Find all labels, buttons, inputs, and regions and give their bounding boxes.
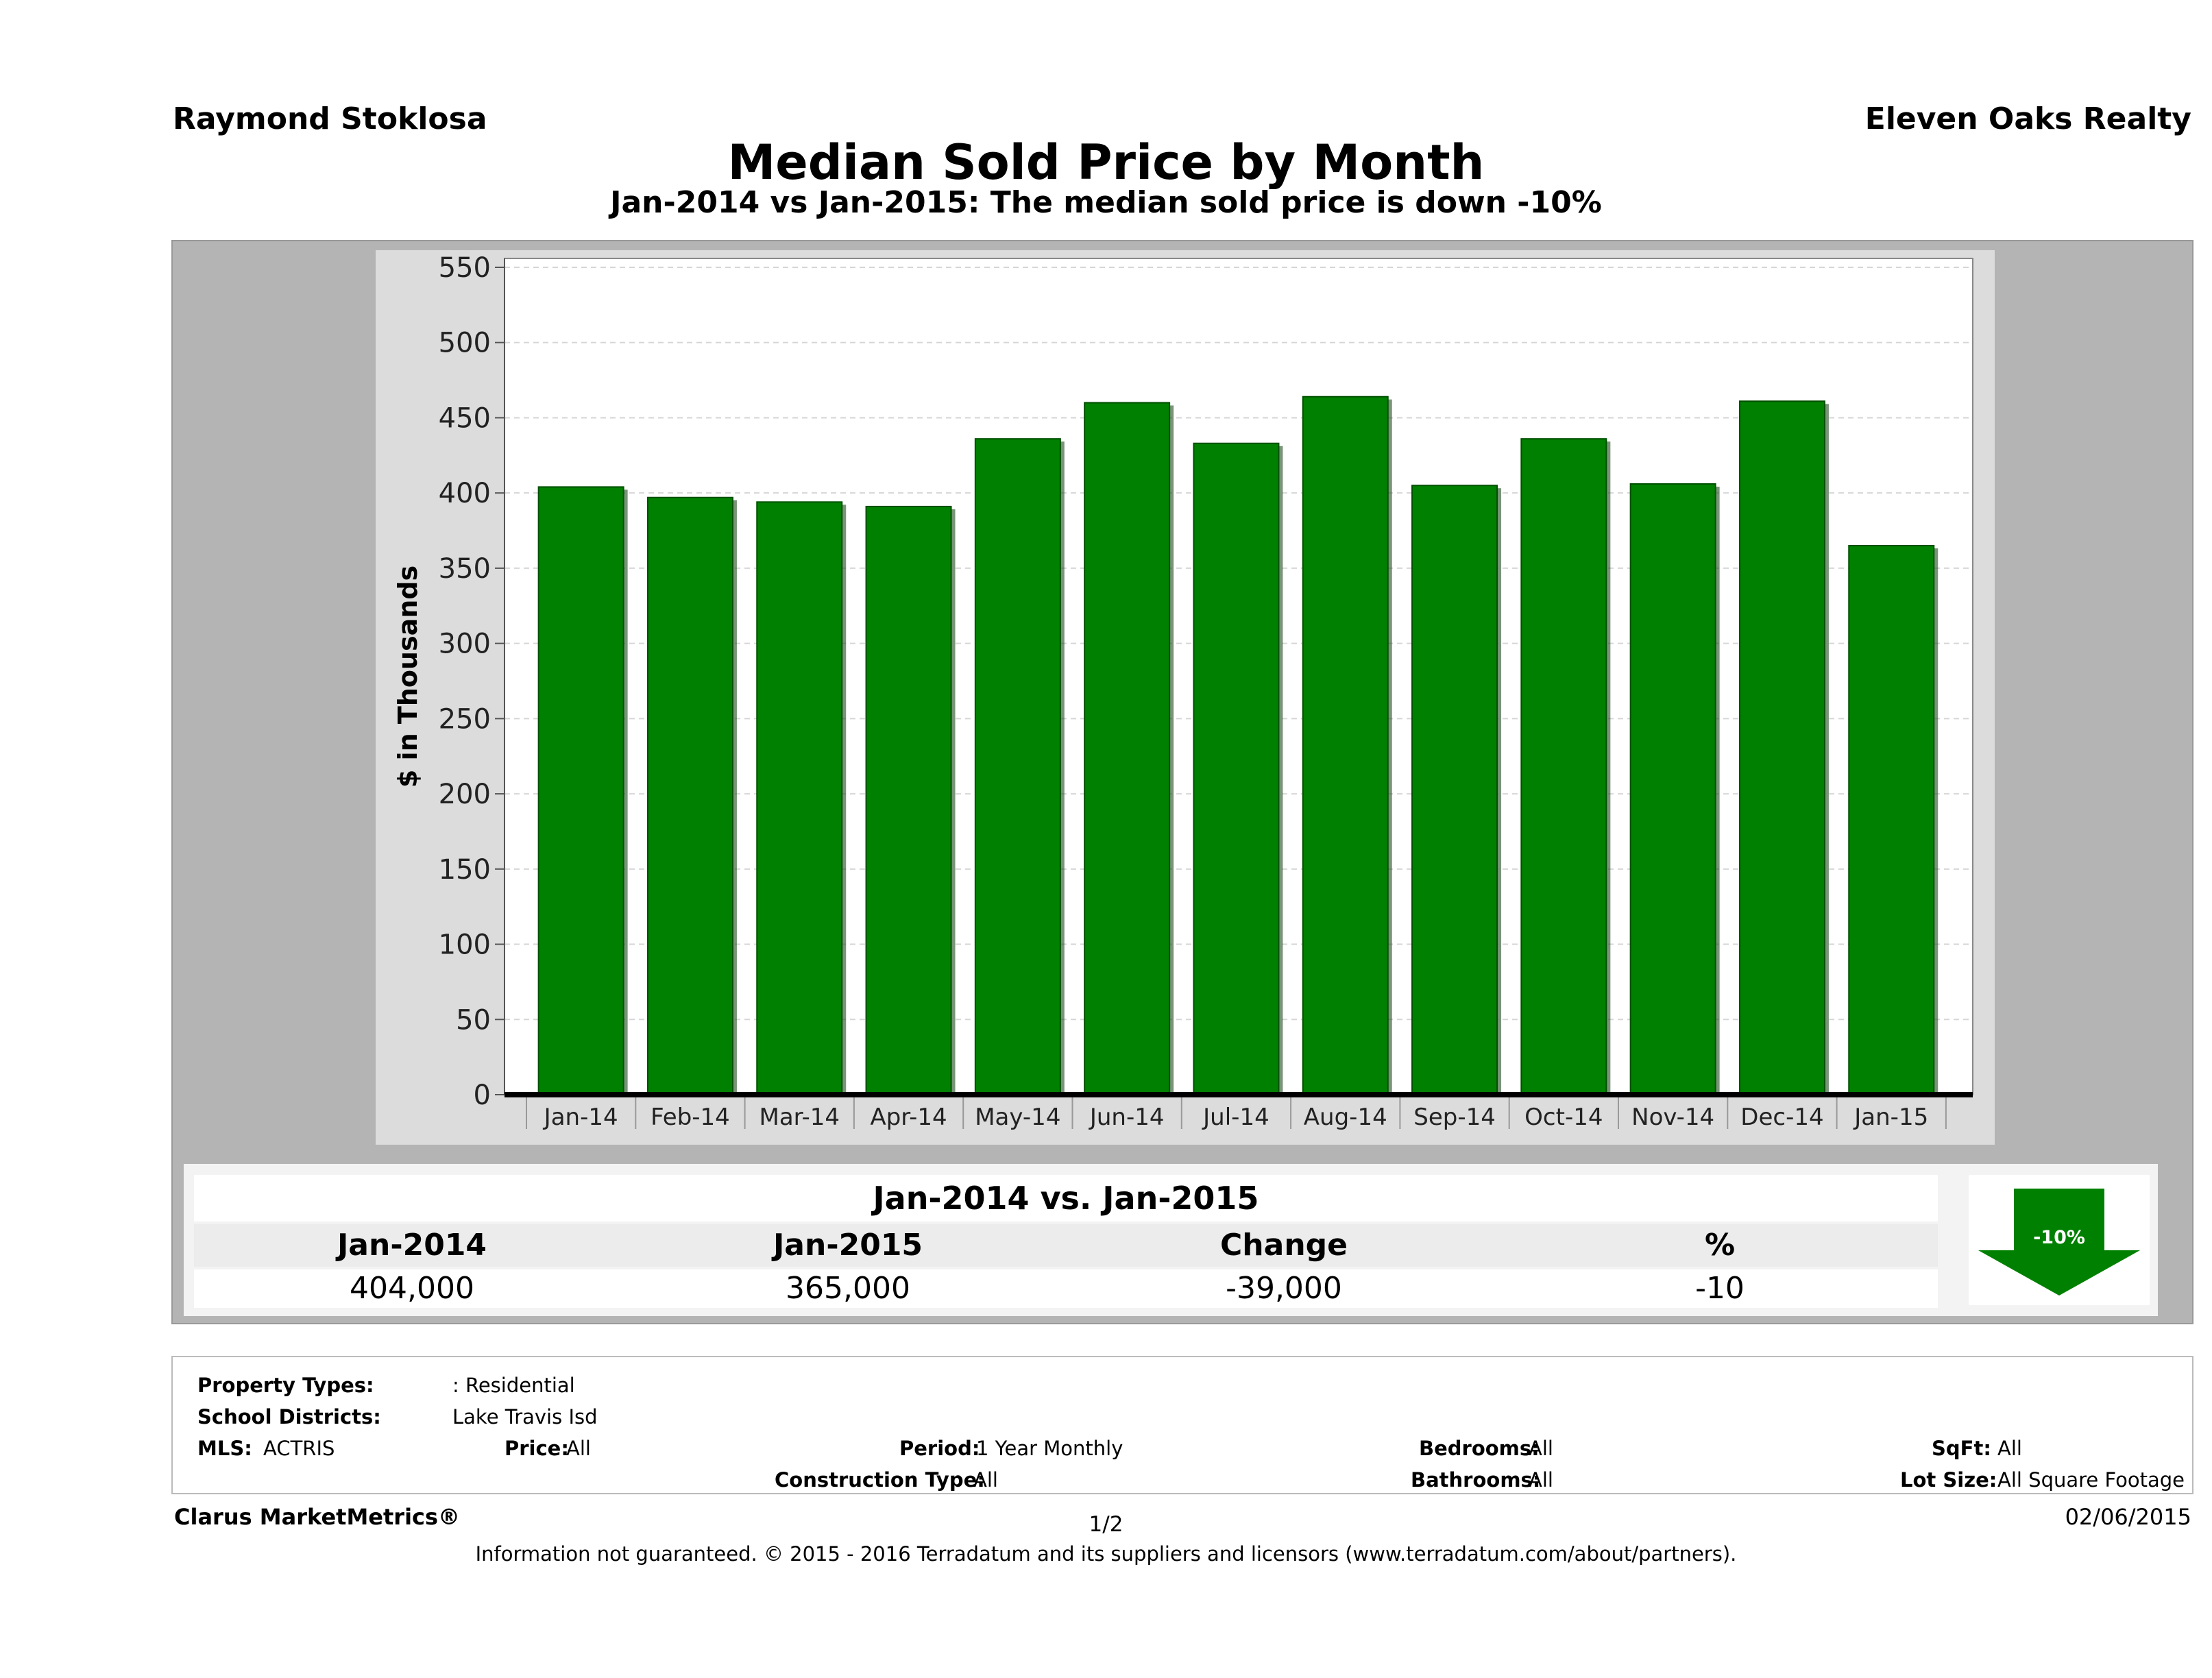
school-districts-label: School Districts: (197, 1405, 381, 1428)
property-types-value: : Residential (452, 1374, 575, 1397)
y-tick-label: 200 (439, 779, 491, 810)
bathrooms-value: All (1529, 1468, 1553, 1492)
bar (756, 501, 843, 1095)
y-tick-label: 100 (439, 929, 491, 961)
price-value: All (566, 1437, 591, 1460)
summary-label-end: Jan-2015 (773, 1228, 923, 1263)
summary-label-start: Jan-2014 (337, 1228, 487, 1263)
chart-title: Median Sold Price by Month (727, 134, 1485, 191)
bar (646, 496, 733, 1095)
construction-type-value: All (973, 1468, 998, 1492)
y-tick-label: 50 (456, 1004, 491, 1036)
summary-heading: Jan-2014 vs. Jan-2015 (194, 1175, 1938, 1221)
x-tick-label: May-14 (975, 1104, 1060, 1131)
y-tick-label: 500 (439, 328, 491, 359)
badge-label: -10% (2033, 1227, 2085, 1248)
y-tick-label: 450 (439, 402, 491, 434)
bar (1411, 485, 1498, 1095)
sqft-label: SqFt: (1932, 1437, 1991, 1460)
bar (1738, 400, 1825, 1095)
x-tick-label: Aug-14 (1304, 1104, 1387, 1131)
x-tick-label: Apr-14 (870, 1104, 947, 1131)
x-tick-label: Oct-14 (1524, 1104, 1603, 1131)
agent-name: Raymond Stoklosa (173, 101, 487, 136)
property-types-label: Property Types: (197, 1374, 374, 1397)
bar (1848, 544, 1935, 1095)
period-label: Period: (899, 1437, 980, 1460)
summary-value-end: 365,000 (786, 1271, 910, 1306)
y-tick-label: 400 (439, 478, 491, 509)
bar (1084, 402, 1171, 1095)
bedrooms-label: Bedrooms: (1419, 1437, 1540, 1460)
summary-value-change: -39,000 (1226, 1271, 1342, 1306)
x-tick-label: Dec-14 (1740, 1104, 1823, 1131)
down-arrow-icon: -10% (1978, 1189, 2140, 1296)
y-axis-label: $ in Thousands (393, 566, 423, 788)
mls-label: MLS: (197, 1437, 252, 1460)
mls-value: ACTRIS (263, 1437, 335, 1460)
summary-value-percent: -10 (1695, 1271, 1745, 1306)
change-badge: -10% (1969, 1175, 2150, 1305)
bathrooms-label: Bathrooms: (1411, 1468, 1541, 1492)
sqft-value: All (1997, 1437, 2022, 1460)
lot-size-value: All Square Footage (1997, 1468, 2185, 1492)
construction-type-label: Construction Type: (775, 1468, 985, 1492)
y-tick-label: 550 (439, 252, 491, 284)
x-tick-label: Jan-15 (1853, 1104, 1928, 1131)
price-label: Price: (505, 1437, 569, 1460)
y-tick-label: 0 (474, 1080, 491, 1111)
summary-label-change: Change (1220, 1228, 1348, 1263)
school-districts-value: Lake Travis Isd (452, 1405, 598, 1428)
y-tick-label: 350 (439, 553, 491, 585)
disclaimer: Information not guaranteed. © 2015 - 201… (475, 1542, 1737, 1566)
broker-name: Eleven Oaks Realty (1864, 101, 2191, 136)
lot-size-label: Lot Size: (1900, 1468, 1997, 1492)
x-tick-label: Feb-14 (651, 1104, 730, 1131)
bar (537, 486, 624, 1095)
bedrooms-value: All (1529, 1437, 1553, 1460)
chart-subtitle: Jan-2014 vs Jan-2015: The median sold pr… (610, 185, 1602, 220)
summary-label-row: Jan-2014 Jan-2015 Change % (194, 1224, 1938, 1267)
bar (865, 505, 952, 1095)
y-tick-label: 300 (439, 629, 491, 660)
report-date: 02/06/2015 (2065, 1504, 2191, 1530)
bar-chart: 0 50 100 150 200 250 300 350 400 450 500 550 $ in Th… (393, 252, 1973, 1131)
filters-panel: Property Types: : Residential School Dis… (171, 1356, 2193, 1494)
summary-value-row: 404,000 365,000 -39,000 -10 (194, 1269, 1938, 1308)
x-tick-label: Nov-14 (1631, 1104, 1714, 1131)
x-tick-label: Jun-14 (1089, 1104, 1165, 1131)
bar (1193, 442, 1280, 1095)
summary-value-start: 404,000 (350, 1271, 474, 1306)
bar (974, 438, 1061, 1096)
y-tick-label: 250 (439, 703, 491, 735)
footer-brand: Clarus MarketMetrics® (174, 1504, 461, 1530)
x-tick-label: Jul-14 (1202, 1104, 1269, 1131)
bar (1520, 438, 1607, 1096)
period-value: 1 Year Monthly (976, 1437, 1123, 1460)
page-number: 1/2 (1089, 1512, 1123, 1537)
y-tick-label: 150 (439, 854, 491, 886)
x-tick-label: Jan-14 (543, 1104, 618, 1131)
x-tick-label: Sep-14 (1413, 1104, 1496, 1131)
x-tick-label: Mar-14 (759, 1104, 840, 1131)
summary-label-percent: % (1704, 1228, 1736, 1263)
bar (1629, 483, 1716, 1096)
bar (1302, 396, 1389, 1096)
